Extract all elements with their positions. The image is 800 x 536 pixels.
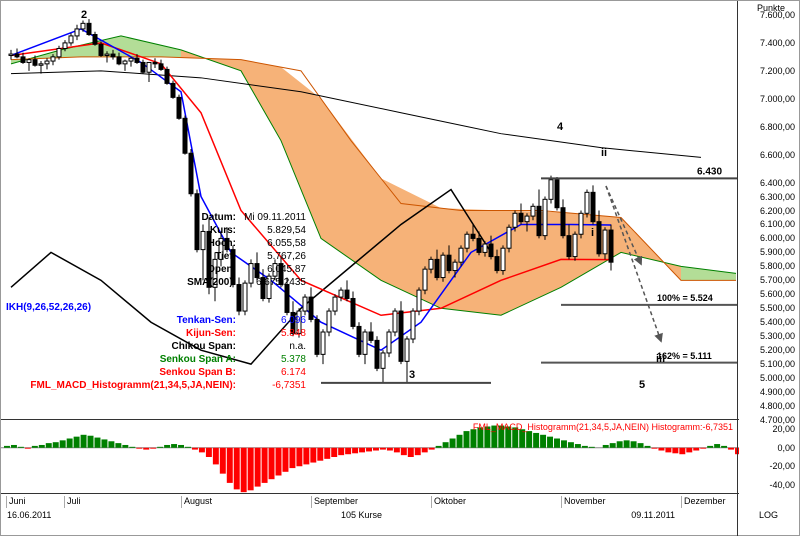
ichi-label: Kijun-Sen: (6, 327, 236, 340)
ytick: 5.100,00 (760, 359, 795, 369)
ichimoku-legend-box: IKH(9,26,52,26,26) Tenkan-Sen:6.096Kijun… (6, 301, 306, 392)
ytick: 5.800,00 (760, 261, 795, 271)
ichi-label: Chikou Span: (6, 340, 236, 353)
ichi-value: 5.378 (236, 353, 306, 366)
macd-y-axis: -40,00 -20,00 0,00 20,00 (737, 420, 799, 494)
ichi-label: Senkou Span A: (6, 353, 236, 366)
ytick: 4.900,00 (760, 387, 795, 397)
ichi-label: Tenkan-Sen: (6, 314, 236, 327)
data-label: Hoch: (136, 237, 236, 250)
ytick: 5.500,00 (760, 303, 795, 313)
month-tick: Oktober (431, 496, 466, 508)
ytick: 6.300,00 (760, 192, 795, 202)
macd-ytick: -40,00 (769, 480, 795, 490)
scale-type-box: LOG (737, 494, 799, 536)
macd-ytick: -20,00 (769, 461, 795, 471)
data-value: 6.045,87 (236, 263, 306, 276)
month-tick: August (181, 496, 212, 508)
data-value: 6.055,58 (236, 237, 306, 250)
data-value: Mi 09.11.2011 (236, 211, 306, 224)
ohlc-data-box: Datum:Mi 09.11.2011Kurs:5.829,54Hoch:6.0… (136, 211, 306, 289)
ytick: 7.200,00 (760, 66, 795, 76)
ytick: 7.400,00 (760, 38, 795, 48)
elliott-wave-label: 3 (409, 369, 415, 381)
data-value: 5.829,54 (236, 224, 306, 237)
ytick: 5.200,00 (760, 345, 795, 355)
macd-formula-label: FML_MACD_Histogramm(21,34,5,JA,NEIN): (6, 379, 236, 392)
ikh-label: IKH(9,26,52,26,26) (6, 301, 306, 314)
data-value: 5.767,26 (236, 250, 306, 263)
ichi-value: 6.096 (236, 314, 306, 327)
month-tick: Dezember (681, 496, 726, 508)
ytick: 6.200,00 (760, 206, 795, 216)
ytick: 5.000,00 (760, 373, 795, 383)
ichi-value: 6.174 (236, 366, 306, 379)
macd-ytick: 20,00 (772, 424, 795, 434)
ytick: 6.800,00 (760, 122, 795, 132)
macd-histogram-panel[interactable]: FML_MACD_Histogramm(21,34,5,JA,NEIN) His… (1, 420, 739, 494)
data-label: Datum: (136, 211, 236, 224)
ichi-value: 5.848 (236, 327, 306, 340)
ytick: 7.000,00 (760, 94, 795, 104)
data-value: 6.675,2435 (236, 276, 306, 289)
macd-formula-value: -6,7351 (236, 379, 306, 392)
elliott-wave-label: 4 (557, 121, 563, 133)
data-label: Tief: (136, 250, 236, 263)
elliott-wave-label: i (591, 227, 594, 239)
data-label: SMA(200): (136, 276, 236, 289)
ytick: 6.000,00 (760, 233, 795, 243)
ytick: 5.600,00 (760, 289, 795, 299)
svg-text:6.430: 6.430 (697, 166, 722, 177)
data-label: Kurs: (136, 224, 236, 237)
data-label: Open: (136, 263, 236, 276)
ytick: 5.700,00 (760, 275, 795, 285)
ichi-value: n.a. (236, 340, 306, 353)
fib-level-label: 100% = 5.524 (657, 293, 713, 303)
time-x-axis: Juni Juli August September Oktober November De… (1, 494, 739, 536)
elliott-wave-label: 2 (81, 9, 87, 21)
main-price-chart[interactable]: 6.430 Datum:Mi 09.11.2011Kurs:5.829,54Ho… (1, 1, 739, 420)
ytick: 4.800,00 (760, 401, 795, 411)
elliott-wave-label: 5 (639, 379, 645, 391)
month-tick: Juli (64, 496, 81, 508)
fib-level-label: 162% = 5.111 (657, 351, 712, 361)
chart-container: 6.430 Datum:Mi 09.11.2011Kurs:5.829,54Ho… (0, 0, 800, 536)
ytick: 5.900,00 (760, 247, 795, 257)
ytick: 5.400,00 (760, 317, 795, 327)
bars-count: 105 Kurse (341, 510, 382, 520)
macd-label: FML_MACD_Histogramm(21,34,5,JA,NEIN) His… (473, 422, 733, 432)
month-tick: September (311, 496, 358, 508)
ytick: 6.400,00 (760, 178, 795, 188)
date-from: 16.06.2011 (7, 510, 51, 520)
ichi-label: Senkou Span B: (6, 366, 236, 379)
month-tick: Juni (6, 496, 26, 508)
date-to: 09.11.2011 (631, 510, 675, 520)
macd-ytick: 0,00 (777, 443, 795, 453)
ytick: 5.300,00 (760, 331, 795, 341)
ytick: 7.600,00 (760, 10, 795, 20)
price-y-axis: Punkte 4.700,004.800,004.900,005.000,005… (737, 1, 799, 420)
ytick: 6.100,00 (760, 219, 795, 229)
month-tick: November (561, 496, 606, 508)
scale-type: LOG (742, 510, 795, 520)
ytick: 6.600,00 (760, 150, 795, 160)
elliott-wave-label: ii (601, 147, 607, 159)
